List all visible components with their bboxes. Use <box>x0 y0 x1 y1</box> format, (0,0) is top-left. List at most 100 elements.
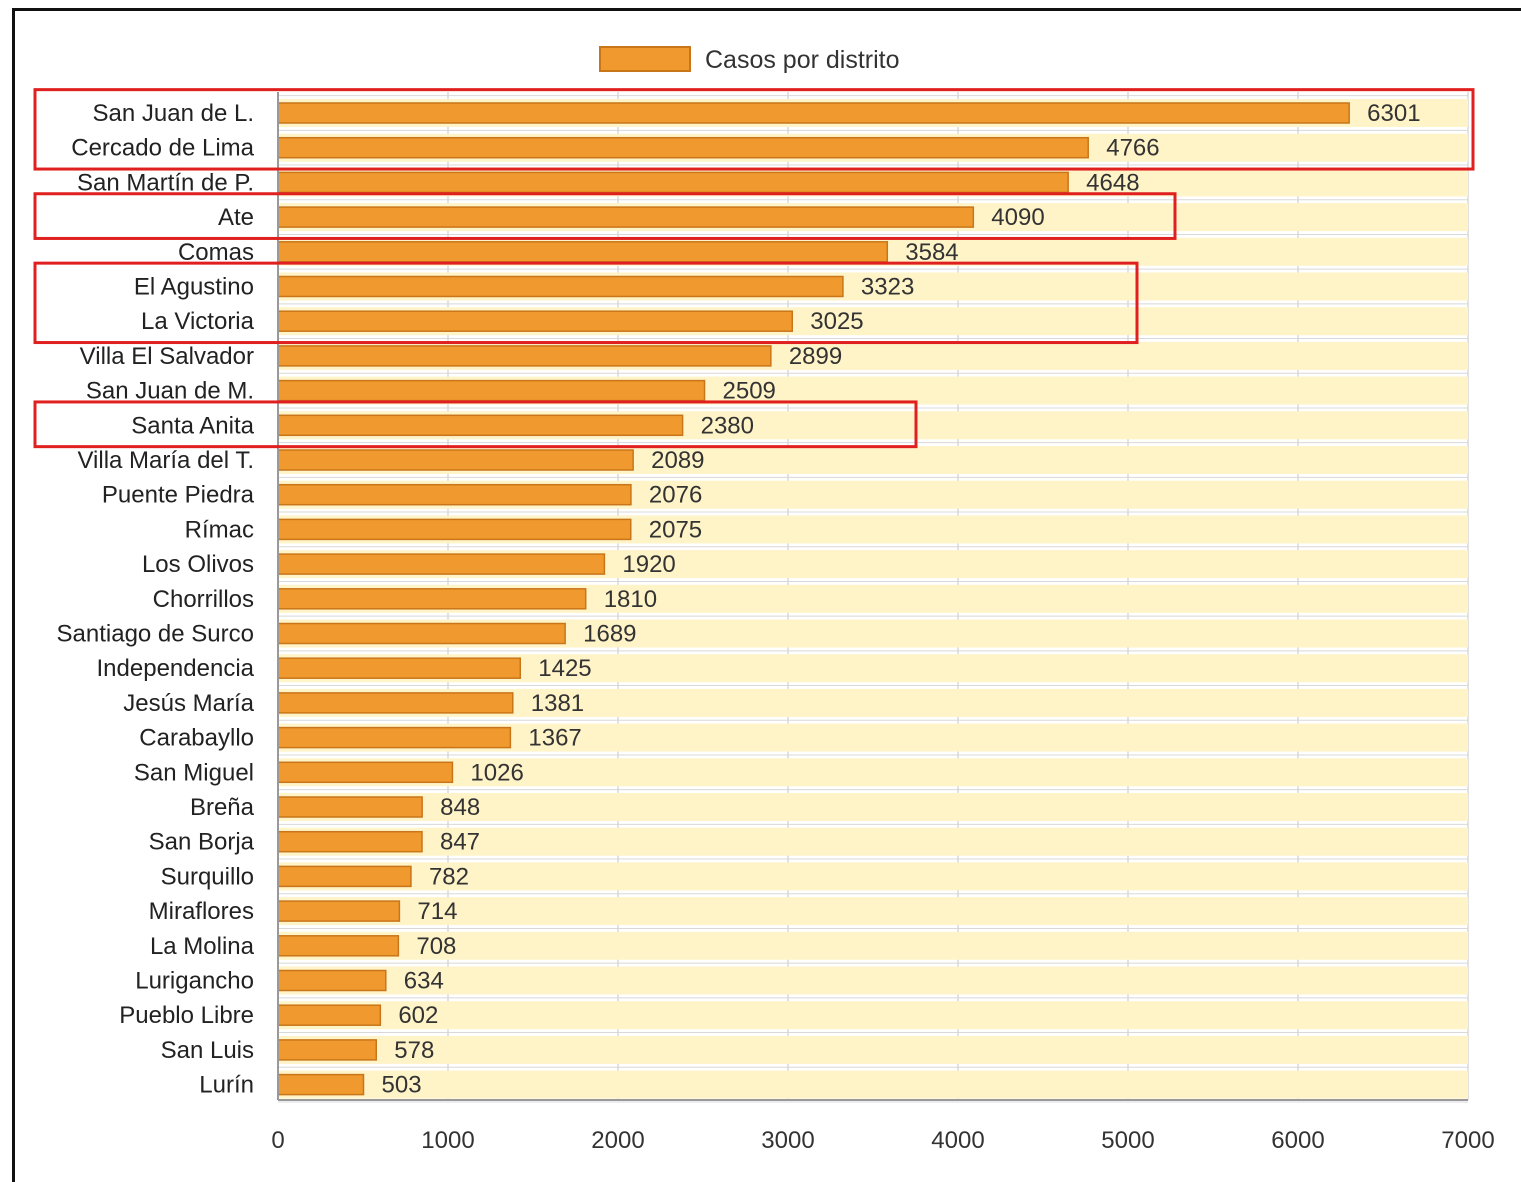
value-label: 708 <box>416 933 456 960</box>
value-label: 602 <box>398 1002 438 1029</box>
x-tick-label: 3000 <box>761 1127 814 1154</box>
legend-label: Casos por distrito <box>705 46 900 74</box>
value-label: 1026 <box>470 759 523 786</box>
category-label: Santa Anita <box>131 412 254 439</box>
category-label: Santiago de Surco <box>57 621 254 648</box>
x-tick-label: 4000 <box>931 1127 984 1154</box>
category-label: Jesús María <box>123 690 254 717</box>
value-label: 847 <box>440 829 480 856</box>
row-band <box>278 827 1468 856</box>
category-label: Surquillo <box>161 863 254 890</box>
value-label: 782 <box>429 863 469 890</box>
value-label: 2076 <box>649 482 702 509</box>
bar <box>277 449 634 471</box>
category-label: San Luis <box>161 1037 254 1064</box>
highlight-box <box>33 400 918 449</box>
value-label: 1810 <box>604 586 657 613</box>
value-label: 2380 <box>701 412 754 439</box>
bar <box>277 1004 382 1026</box>
highlight-box <box>33 88 1475 171</box>
value-label: 4766 <box>1106 135 1159 162</box>
bar <box>277 761 454 784</box>
value-label: 1920 <box>622 551 675 578</box>
category-label: San Juan de L. <box>93 100 254 127</box>
x-tick-label: 7000 <box>1441 1127 1494 1154</box>
x-tick-label: 1000 <box>421 1127 474 1154</box>
value-label: 3323 <box>861 274 914 301</box>
category-label: San Miguel <box>134 759 254 786</box>
bar <box>277 136 1089 159</box>
bar <box>277 310 793 332</box>
bar <box>277 588 587 610</box>
bar <box>277 241 889 263</box>
bar <box>277 1039 378 1061</box>
category-label: Independencia <box>97 655 255 682</box>
value-label: 634 <box>404 968 444 995</box>
row-band <box>278 758 1468 787</box>
value-label: 578 <box>394 1037 434 1064</box>
value-label: 2509 <box>723 378 776 405</box>
value-label: 4648 <box>1086 169 1139 196</box>
chart-frame <box>12 8 1521 1182</box>
value-label: 2089 <box>651 447 704 474</box>
category-label: Carabayllo <box>139 725 254 752</box>
category-label: San Borja <box>149 829 255 856</box>
category-label: San Juan de M. <box>86 378 254 405</box>
row-band <box>278 793 1468 821</box>
bar <box>277 726 512 749</box>
labels: 0 1000 2000 3000 4000 5000 6000 7000 San Juan de… <box>57 100 1495 1154</box>
row-band <box>278 1001 1468 1030</box>
highlight-box <box>33 261 1139 345</box>
category-label: La Molina <box>150 933 255 960</box>
category-label: El Agustino <box>134 274 254 301</box>
category-label: Villa María del T. <box>77 447 254 474</box>
value-label: 1381 <box>531 690 584 717</box>
category-label: Lurín <box>199 1072 254 1099</box>
bar <box>277 969 387 992</box>
value-label: 6301 <box>1367 100 1420 127</box>
bar <box>277 483 632 506</box>
category-label: Ate <box>218 204 254 231</box>
category-label: Puente Piedra <box>102 482 255 509</box>
category-label: San Martín de P. <box>77 169 254 196</box>
category-label: Villa El Salvador <box>80 343 254 370</box>
row-band <box>278 862 1468 891</box>
value-label: 3584 <box>905 239 958 266</box>
highlight-box <box>33 192 1177 240</box>
bar <box>277 171 1069 194</box>
x-tick-label: 6000 <box>1271 1127 1324 1154</box>
value-label: 2899 <box>789 343 842 370</box>
category-label: Cercado de Lima <box>71 135 254 162</box>
value-label: 503 <box>382 1072 422 1099</box>
x-tick-label: 0 <box>271 1127 284 1154</box>
bar <box>277 796 423 818</box>
category-label: Rímac <box>185 516 254 543</box>
bar <box>277 692 514 714</box>
row-band <box>278 897 1468 926</box>
legend: Casos por distrito <box>599 46 900 74</box>
bar <box>277 518 632 541</box>
bar <box>277 865 412 888</box>
bar <box>277 900 401 922</box>
category-label: La Victoria <box>141 308 255 335</box>
value-label: 848 <box>440 794 480 821</box>
value-label: 1425 <box>538 655 591 682</box>
highlight-boxes <box>33 88 1475 449</box>
x-tick-label: 5000 <box>1101 1127 1154 1154</box>
bar <box>277 830 423 853</box>
row-band <box>278 931 1468 960</box>
value-label: 714 <box>417 898 457 925</box>
category-label: Lurigancho <box>135 968 254 995</box>
category-label: Chorrillos <box>153 586 254 613</box>
row-band <box>278 1035 1468 1064</box>
row-band <box>278 966 1468 995</box>
bar <box>277 1073 365 1096</box>
category-label: Miraflores <box>149 898 254 925</box>
bar <box>277 414 684 437</box>
category-label: Comas <box>178 239 254 266</box>
bar <box>277 622 566 645</box>
value-label: 3025 <box>810 308 863 335</box>
x-tick-label: 2000 <box>591 1127 644 1154</box>
value-label: 1367 <box>528 725 581 752</box>
